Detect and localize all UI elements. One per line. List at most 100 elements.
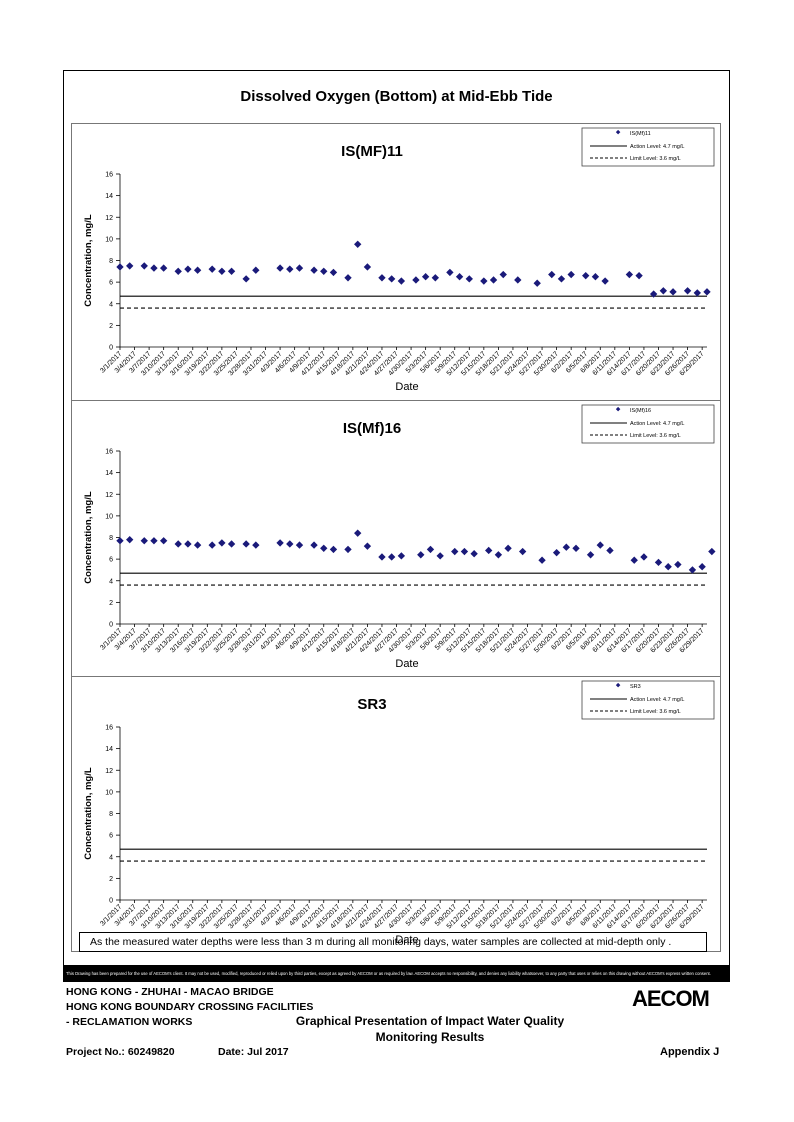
data-point: [489, 276, 498, 284]
y-tick-label: 8: [109, 535, 113, 542]
data-point: [421, 273, 430, 281]
legend-label-action: Action Level: 4.7 mg/L: [630, 144, 684, 150]
data-point: [126, 535, 134, 544]
data-point: [320, 544, 328, 552]
data-point: [518, 547, 527, 556]
data-point: [552, 548, 561, 557]
legend-label-limit: Limit Level: 3.6 mg/L: [630, 433, 681, 439]
data-point: [252, 541, 260, 549]
data-point: [426, 545, 435, 554]
data-point: [625, 270, 634, 279]
data-point: [669, 288, 677, 296]
chart-title: SR3: [357, 696, 386, 713]
data-point: [649, 290, 658, 298]
data-point: [193, 266, 202, 274]
data-point: [538, 556, 546, 564]
data-point: [184, 265, 192, 273]
data-point: [412, 276, 420, 284]
data-point: [295, 264, 304, 272]
y-tick-label: 4: [109, 854, 113, 861]
page-title: Dissolved Oxygen (Bottom) at Mid-Ebb Tid…: [240, 88, 553, 105]
data-point: [397, 277, 406, 285]
y-tick-label: 14: [105, 746, 113, 753]
aecom-logo: AECOM: [632, 986, 710, 1011]
chart-legend: IS(Mf)16 Action Level: 4.7 mg/L Limit Leve…: [581, 404, 715, 444]
data-point: [659, 287, 668, 295]
footer-date: Date: Jul 2017: [218, 1046, 289, 1058]
data-point: [586, 551, 595, 559]
data-point: [455, 273, 464, 281]
x-axis-label: Date: [395, 934, 418, 946]
data-point: [698, 563, 706, 571]
data-point: [363, 263, 372, 271]
data-point: [378, 274, 386, 282]
y-axis-label: Concentration, mg/L: [83, 214, 94, 307]
data-point: [286, 265, 294, 273]
data-point: [387, 553, 396, 561]
data-point: [310, 266, 318, 274]
y-tick-label: 12: [105, 215, 113, 222]
data-point: [310, 541, 318, 549]
y-tick-label: 10: [105, 236, 113, 243]
data-point: [683, 287, 692, 295]
sampling-note: As the measured water depths were less t…: [79, 932, 707, 952]
data-point: [567, 270, 575, 279]
legend-box: [581, 680, 715, 720]
data-point: [286, 540, 294, 548]
chart-title: IS(MF)11: [341, 143, 403, 160]
y-tick-label: 16: [105, 449, 113, 456]
x-axis-label: Date: [395, 658, 418, 670]
data-point: [417, 551, 425, 559]
y-tick-label: 10: [105, 789, 113, 796]
data-point: [397, 552, 406, 560]
data-point: [218, 539, 226, 547]
data-point: [596, 541, 604, 549]
data-point: [494, 551, 503, 559]
data-point: [630, 556, 638, 564]
data-point: [174, 267, 182, 275]
data-point: [514, 276, 522, 284]
y-tick-label: 4: [109, 578, 113, 585]
footer-project-line-3: - RECLAMATION WORKS: [66, 1016, 193, 1028]
data-point: [116, 537, 124, 545]
chart-title: IS(Mf)16: [343, 420, 401, 437]
chart-legend: IS(Mf)11 Action Level: 4.7 mg/L Limit Leve…: [581, 127, 715, 167]
data-point: [150, 264, 158, 272]
chart-is-mf-11: IS(MF)11 IS(Mf)11 Action Level: 4.7 mg/L Li…: [83, 127, 715, 393]
data-point: [557, 275, 566, 283]
data-point: [242, 540, 250, 548]
chart-panel-1: IS(MF)11 IS(Mf)11 Action Level: 4.7 mg/L Li…: [71, 123, 721, 401]
legend-label-action: Action Level: 4.7 mg/L: [630, 421, 684, 427]
data-point: [329, 545, 338, 554]
data-point: [446, 268, 454, 277]
data-point: [295, 541, 304, 549]
data-point: [591, 273, 600, 281]
chart-is-mf-16: IS(Mf)16 IS(Mf)16 Action Level: 4.7 mg/L Li…: [83, 404, 716, 670]
y-tick-label: 0: [109, 898, 113, 905]
data-point: [159, 264, 168, 272]
data-point: [485, 546, 493, 555]
data-point: [465, 275, 473, 283]
data-point: [150, 537, 158, 545]
data-point: [460, 547, 469, 556]
data-point: [548, 270, 556, 279]
data-point: [688, 566, 697, 574]
legend-label-series: SR3: [630, 684, 641, 690]
y-tick-label: 8: [109, 811, 113, 818]
data-point: [708, 547, 716, 556]
chart-panel-2: IS(Mf)16 IS(Mf)16 Action Level: 4.7 mg/L Li…: [71, 400, 721, 677]
data-point: [252, 266, 260, 274]
y-tick-label: 2: [109, 876, 113, 883]
footer-project-number: Project No.: 60249820: [66, 1046, 175, 1058]
data-point: [601, 277, 609, 285]
footer-project-line-2: HONG KONG BOUNDARY CROSSING FACILITIES: [66, 1001, 314, 1013]
data-point: [116, 263, 124, 271]
chart-legend: SR3 Action Level: 4.7 mg/L Limit Level: 3.…: [581, 680, 715, 720]
chart-panel-3: SR3 SR3 Action Level: 4.7 mg/L Limit Level:…: [71, 676, 721, 952]
y-tick-label: 2: [109, 600, 113, 607]
legend-label-series: IS(Mf)11: [630, 131, 651, 137]
y-tick-label: 4: [109, 301, 113, 308]
y-tick-label: 6: [109, 833, 113, 840]
data-point: [140, 537, 148, 545]
data-point: [159, 537, 168, 545]
